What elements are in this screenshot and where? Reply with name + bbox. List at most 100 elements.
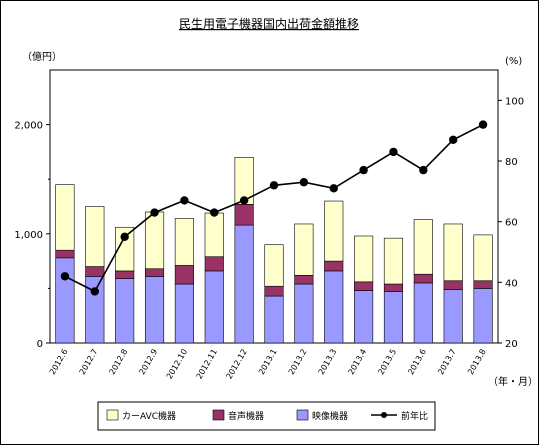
bar-audio — [144, 268, 165, 277]
bar-video — [85, 276, 105, 344]
x-axis-ticks: 2012.6 2012.7 2012.8 2012.9 2012.10 2012.11 20… — [48, 347, 488, 380]
legend-swatch-video — [296, 409, 309, 421]
legend-label-car-avc: カーAVC機器 — [122, 410, 176, 422]
bar-car-avc — [473, 234, 493, 282]
x-tick-label: 2013.8 — [466, 347, 488, 376]
yoy-point — [60, 272, 70, 281]
bar-video — [204, 270, 224, 344]
legend-label-audio: 音声機器 — [228, 410, 264, 422]
bar-video — [55, 257, 75, 344]
legend: カーAVC機器 音声機器 映像機器 前年比 — [97, 401, 436, 431]
x-tick-label: 2013.3 — [317, 348, 339, 377]
yoy-point — [478, 120, 488, 129]
right-tick-label: 20 — [505, 339, 518, 350]
legend-label-yoy: 前年比 — [401, 410, 428, 422]
bar-audio — [85, 266, 105, 277]
left-tick-label: 0 — [37, 339, 43, 350]
bar-audio — [294, 274, 314, 285]
x-tick-label: 2013.2 — [287, 348, 309, 377]
bar-video — [174, 283, 194, 344]
bar-video — [443, 289, 463, 344]
x-axis-label: （年・月） — [488, 375, 538, 388]
bar-audio — [473, 280, 493, 289]
bar-video — [413, 282, 433, 344]
x-tick-label: 2013.7 — [436, 348, 458, 377]
right-axis-ticks: 20 40 60 80 100 — [498, 96, 524, 350]
bar-car-avc — [204, 212, 224, 258]
left-axis-unit-label: （億円） — [22, 50, 62, 63]
bar-car-avc — [85, 206, 105, 267]
bar-car-avc — [443, 223, 463, 282]
x-tick-label: 2012.7 — [78, 348, 100, 377]
bar-audio — [55, 249, 75, 259]
bar-audio — [443, 280, 463, 290]
x-tick-label: 2013.6 — [406, 348, 428, 377]
legend-label-video: 映像機器 — [312, 410, 348, 422]
bar-audio — [234, 204, 254, 226]
chart-title: 民生用電子機器国内出荷金額推移 — [179, 16, 359, 31]
right-axis-unit-label: (%) — [505, 56, 522, 67]
bar-audio — [204, 256, 224, 272]
bar-car-avc — [55, 184, 75, 251]
x-tick-label: 2013.5 — [376, 348, 398, 377]
bar-car-avc — [115, 226, 135, 272]
x-tick-label: 2012.11 — [195, 348, 219, 381]
legend-swatch-car-avc — [106, 409, 119, 421]
x-tick-label: 2012.8 — [108, 348, 130, 377]
bar-video — [234, 224, 254, 344]
bar-audio — [324, 260, 344, 272]
x-tick-label: 2012.9 — [137, 348, 159, 377]
bar-car-avc — [174, 218, 194, 266]
bar-audio — [354, 281, 374, 291]
bar-audio — [264, 285, 284, 297]
yoy-point — [90, 287, 100, 296]
left-axis-ticks: 0 1,000 2,000 — [14, 121, 50, 350]
right-tick-label: 40 — [505, 278, 518, 289]
bar-audio — [115, 270, 135, 279]
bar-car-avc — [354, 235, 374, 283]
bar-car-avc — [383, 237, 404, 285]
yoy-point — [419, 165, 428, 175]
left-tick-label: 2,000 — [14, 121, 43, 132]
bar-audio — [413, 273, 433, 284]
x-tick-label: 2012.10 — [165, 348, 189, 381]
bar-car-avc — [264, 244, 284, 287]
bar-video — [354, 290, 374, 344]
bar-car-avc — [144, 211, 165, 270]
legend-box — [97, 401, 436, 431]
x-tick-label: 2012.6 — [48, 348, 70, 377]
bar-video — [294, 283, 314, 344]
line-series-group — [60, 120, 488, 296]
bar-car-avc — [413, 219, 433, 275]
legend-swatch-audio — [212, 409, 225, 421]
yoy-point — [120, 232, 129, 242]
bar-audio — [174, 265, 194, 285]
legend-marker-yoy — [381, 412, 387, 418]
right-tick-label: 80 — [505, 157, 518, 168]
yoy-point — [239, 196, 249, 205]
yoy-point — [210, 208, 219, 217]
left-tick-label: 1,000 — [14, 230, 43, 241]
yoy-point — [150, 208, 159, 217]
right-tick-label: 100 — [505, 96, 524, 107]
bar-video — [383, 291, 404, 344]
bars-group — [55, 157, 493, 344]
yoy-point — [449, 135, 458, 144]
bar-video — [264, 295, 284, 344]
x-tick-label: 2013.4 — [347, 348, 369, 377]
bar-video — [144, 276, 165, 344]
yoy-point — [359, 165, 368, 175]
bar-video — [115, 278, 135, 344]
x-tick-label: 2012.12 — [225, 348, 249, 381]
x-tick-label: 2013.1 — [257, 348, 279, 377]
bar-car-avc — [324, 200, 344, 262]
yoy-point — [299, 178, 309, 187]
bar-audio — [383, 283, 404, 292]
bar-video — [324, 270, 344, 344]
bar-car-avc — [294, 223, 314, 276]
right-tick-label: 60 — [505, 218, 518, 229]
yoy-point — [389, 147, 398, 157]
yoy-point — [329, 184, 338, 193]
bar-video — [473, 288, 493, 344]
